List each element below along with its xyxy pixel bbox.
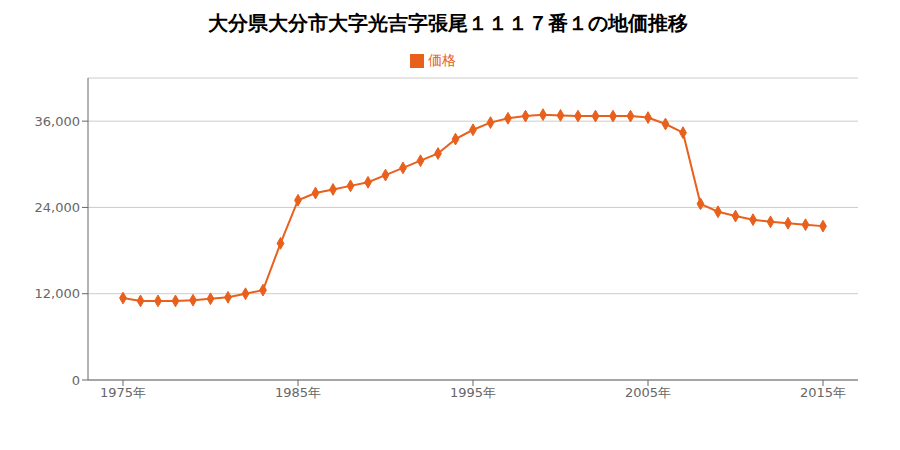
svg-text:24,000: 24,000: [35, 200, 81, 215]
svg-text:36,000: 36,000: [35, 114, 81, 129]
svg-text:2005年: 2005年: [625, 385, 671, 400]
svg-text:1995年: 1995年: [450, 385, 496, 400]
svg-text:0: 0: [72, 373, 80, 388]
svg-text:12,000: 12,000: [35, 286, 81, 301]
svg-text:1975年: 1975年: [100, 385, 146, 400]
svg-text:1985年: 1985年: [275, 385, 321, 400]
html-text:大分県大分市大字光吉字張尾１１１７番１の地価推移: 大分県大分市大字光吉字張尾１１１７番１の地価推移: [208, 11, 688, 35]
svg-text:2015年: 2015年: [800, 385, 846, 400]
html-text:価格: 価格: [428, 52, 456, 68]
